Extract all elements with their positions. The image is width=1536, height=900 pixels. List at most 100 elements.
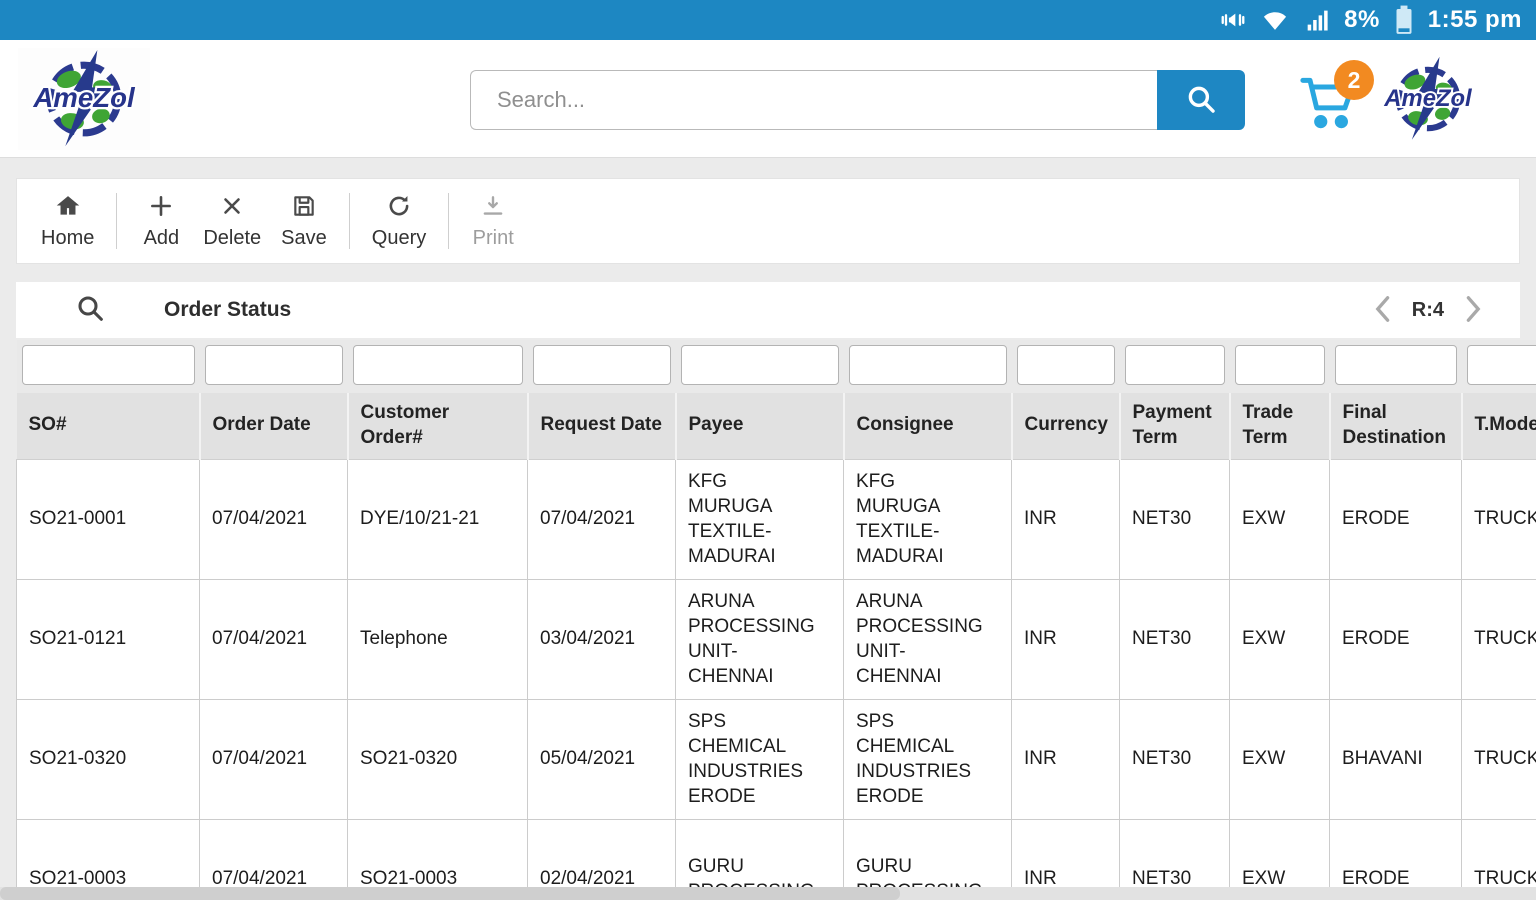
cell-final-dest[interactable]: ERODE <box>1329 818 1462 900</box>
cell-t-mode[interactable]: TRUCK <box>1461 698 1536 820</box>
horizontal-scrollbar[interactable] <box>0 887 1536 900</box>
cell-req-date[interactable]: 03/04/2021 <box>527 578 676 700</box>
cell-currency[interactable]: INR <box>1011 458 1120 580</box>
filter-row <box>16 340 1536 393</box>
cell-cust-order[interactable]: SO21-0320 <box>347 698 528 820</box>
chevron-right-icon <box>1464 295 1484 326</box>
query-button[interactable]: Query <box>362 193 436 250</box>
cell-cust-order[interactable]: Telephone <box>347 578 528 700</box>
column-filter-input-currency[interactable] <box>1016 345 1115 385</box>
cell-final-dest[interactable]: ERODE <box>1329 458 1462 580</box>
cell-req-date[interactable]: 07/04/2021 <box>527 458 676 580</box>
search-button[interactable] <box>1157 70 1245 130</box>
column-header-t-mode[interactable]: T.Mode <box>1461 393 1536 460</box>
column-header-currency[interactable]: Currency <box>1011 393 1121 460</box>
cell-order-date[interactable]: 07/04/2021 <box>199 818 348 900</box>
cell-so[interactable]: SO21-0320 <box>16 698 200 820</box>
toolbar-divider <box>116 193 118 249</box>
cart-icon <box>1296 77 1362 138</box>
column-header-cust-order[interactable]: Customer Order# <box>347 393 529 460</box>
wifi-icon <box>1260 6 1290 34</box>
cell-payee[interactable]: SPS CHEMICAL INDUSTRIES ERODE <box>675 698 844 820</box>
cell-currency[interactable]: INR <box>1011 818 1120 900</box>
cell-payee[interactable]: KFG MURUGA TEXTILE-MADURAI <box>675 458 844 580</box>
cell-order-date[interactable]: 07/04/2021 <box>199 458 348 580</box>
cell-cust-order[interactable]: DYE/10/21-21 <box>347 458 528 580</box>
brand-logo-left[interactable]: AmeZol <box>18 48 150 150</box>
cell-order-date[interactable]: 07/04/2021 <box>199 578 348 700</box>
cell-consignee[interactable]: KFG MURUGA TEXTILE-MADURAI <box>843 458 1012 580</box>
clock: 1:55 pm <box>1427 6 1522 33</box>
save-button[interactable]: Save <box>271 193 337 250</box>
cell-t-mode[interactable]: TRUCK <box>1461 818 1536 900</box>
cell-t-mode[interactable]: TRUCK <box>1461 578 1536 700</box>
next-record-button[interactable] <box>1462 293 1486 328</box>
print-button[interactable]: Print <box>461 193 525 250</box>
cell-payment-term[interactable]: NET30 <box>1119 698 1230 820</box>
table-row[interactable]: SO21-0121 07/04/2021 Telephone 03/04/2021 AR… <box>16 578 1536 700</box>
vibrate-icon <box>1219 6 1247 34</box>
search-input[interactable] <box>470 70 1157 130</box>
column-header-consignee[interactable]: Consignee <box>843 393 1013 460</box>
table-row[interactable]: SO21-0320 07/04/2021 SO21-0320 05/04/2021 SP… <box>16 698 1536 820</box>
search-group <box>470 70 1245 130</box>
cell-req-date[interactable]: 02/04/2021 <box>527 818 676 900</box>
cell-trade-term[interactable]: EXW <box>1229 698 1330 820</box>
delete-button[interactable]: Delete <box>193 193 271 250</box>
column-filter-input-payee[interactable] <box>680 345 839 385</box>
cell-t-mode[interactable]: TRUCK <box>1461 458 1536 580</box>
column-filter-input-t-mode[interactable] <box>1466 345 1536 385</box>
column-header-req-date[interactable]: Request Date <box>527 393 677 460</box>
cell-consignee[interactable]: ARUNA PROCESSING UNIT-CHENNAI <box>843 578 1012 700</box>
cell-order-date[interactable]: 07/04/2021 <box>199 698 348 820</box>
cell-trade-term[interactable]: EXW <box>1229 578 1330 700</box>
cell-req-date[interactable]: 05/04/2021 <box>527 698 676 820</box>
cell-payment-term[interactable]: NET30 <box>1119 818 1230 900</box>
cell-currency[interactable]: INR <box>1011 698 1120 820</box>
column-header-final-dest[interactable]: Final Destination <box>1329 393 1463 460</box>
cell-consignee[interactable]: GURU PROCESSING <box>843 818 1012 900</box>
cell-final-dest[interactable]: BHAVANI <box>1329 698 1462 820</box>
cell-cust-order[interactable]: SO21-0003 <box>347 818 528 900</box>
brand-wordmark: AmeZol <box>1383 85 1473 112</box>
cell-trade-term[interactable]: EXW <box>1229 458 1330 580</box>
column-filter-cell <box>347 340 528 393</box>
cell-currency[interactable]: INR <box>1011 578 1120 700</box>
save-label: Save <box>281 226 327 249</box>
cart-button[interactable]: 2 <box>1296 60 1376 140</box>
column-header-payment-term[interactable]: Payment Term <box>1119 393 1231 460</box>
column-filter-input-trade-term[interactable] <box>1234 345 1325 385</box>
add-button[interactable]: Add <box>129 193 193 250</box>
chevron-left-icon <box>1372 295 1392 326</box>
column-header-payee[interactable]: Payee <box>675 393 845 460</box>
column-filter-input-payment-term[interactable] <box>1124 345 1225 385</box>
column-filter-input-req-date[interactable] <box>532 345 671 385</box>
cell-final-dest[interactable]: ERODE <box>1329 578 1462 700</box>
column-filter-cell <box>1229 340 1330 393</box>
column-filter-input-cust-order[interactable] <box>352 345 523 385</box>
table-row[interactable]: SO21-0003 07/04/2021 SO21-0003 02/04/2021 GU… <box>16 818 1536 900</box>
cell-trade-term[interactable]: EXW <box>1229 818 1330 900</box>
column-filter-input-order-date[interactable] <box>204 345 343 385</box>
scrollbar-thumb[interactable] <box>0 887 900 900</box>
cell-so[interactable]: SO21-0121 <box>16 578 200 700</box>
table-row[interactable]: SO21-0001 07/04/2021 DYE/10/21-21 07/04/202… <box>16 458 1536 580</box>
refresh-icon <box>386 193 412 224</box>
cell-so[interactable]: SO21-0003 <box>16 818 200 900</box>
column-filter-input-so[interactable] <box>21 345 195 385</box>
cell-payment-term[interactable]: NET30 <box>1119 458 1230 580</box>
previous-record-button[interactable] <box>1370 293 1394 328</box>
column-filter-cell <box>843 340 1012 393</box>
column-filter-input-consignee[interactable] <box>848 345 1007 385</box>
brand-logo-right[interactable]: AmeZol <box>1362 48 1494 150</box>
home-button[interactable]: Home <box>31 193 104 250</box>
search-icon[interactable] <box>74 292 106 329</box>
column-header-so[interactable]: SO# <box>16 393 201 460</box>
cell-payment-term[interactable]: NET30 <box>1119 578 1230 700</box>
column-filter-input-final-dest[interactable] <box>1334 345 1457 385</box>
cell-consignee[interactable]: SPS CHEMICAL INDUSTRIES ERODE <box>843 698 1012 820</box>
cell-so[interactable]: SO21-0001 <box>16 458 200 580</box>
column-header-trade-term[interactable]: Trade Term <box>1229 393 1331 460</box>
cell-payee[interactable]: ARUNA PROCESSING UNIT-CHENNAI <box>675 578 844 700</box>
column-header-order-date[interactable]: Order Date <box>199 393 349 460</box>
